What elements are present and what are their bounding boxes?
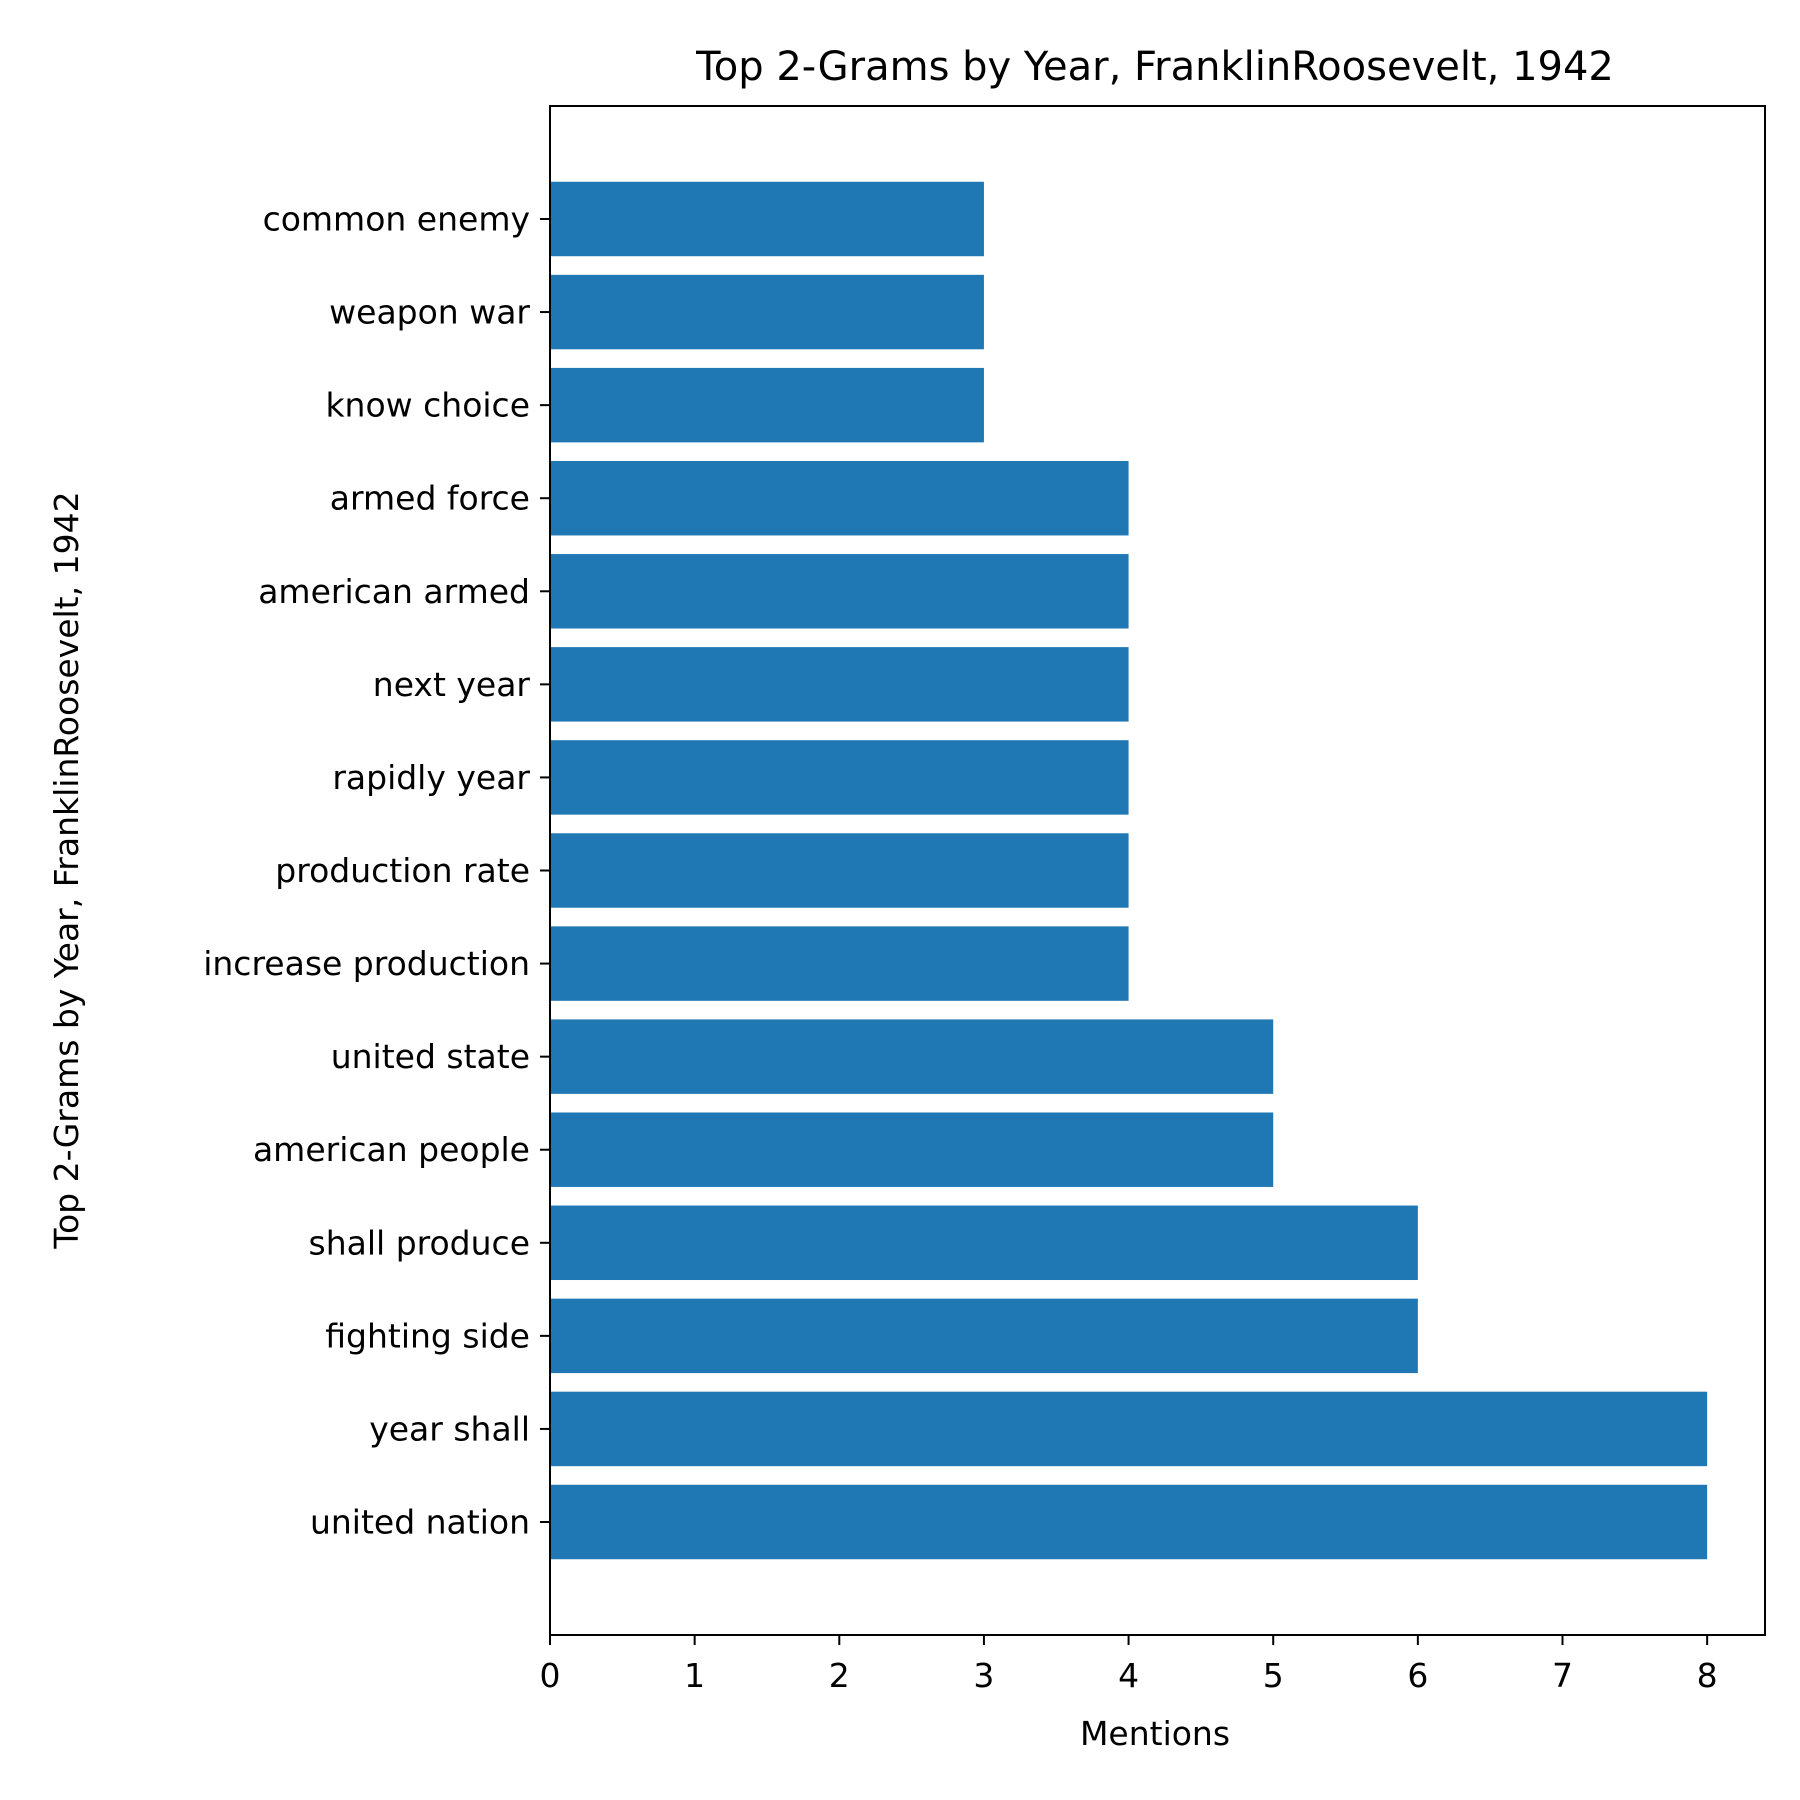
x-tick-label-8: 8 [1697,1656,1718,1695]
x-tick-label-4: 4 [1118,1656,1139,1695]
y-tick-label-next-year: next year [373,665,531,704]
y-axis-label: Top 2-Grams by Year, FranklinRoosevelt, … [47,491,86,1249]
bar-know-choice [550,367,984,443]
bar-rapidly-year [550,740,1129,815]
plot-area-frame [549,105,1766,1636]
y-tick-label-weapon-war: weapon war [329,293,530,332]
y-tick-label-united-state: united state [331,1037,530,1076]
y-tick-label-common-enemy: common enemy [263,199,530,238]
y-tick-label-american-people: american people [253,1130,530,1169]
y-tick-label-armed-force: armed force [330,479,530,518]
bar-production-rate [550,833,1129,908]
y-tick-label-increase-production: increase production [203,944,530,983]
bar-american-people [550,1112,1274,1187]
y-tick-label-year-shall: year shall [369,1409,530,1448]
y-tick-label-fighting-side: fighting side [325,1316,530,1355]
y-tick-label-shall-produce: shall produce [309,1223,530,1262]
bar-american-armed [550,554,1129,629]
chart-title: Top 2-Grams by Year, FranklinRoosevelt, … [695,44,1614,90]
bar-increase-production [550,926,1129,1001]
x-tick-label-0: 0 [540,1656,561,1695]
x-tick-label-1: 1 [684,1656,705,1695]
y-tick-label-rapidly-year: rapidly year [332,758,530,797]
bar-shall-produce [550,1205,1418,1281]
bar-fighting-side [550,1298,1418,1374]
y-tick-label-production-rate: production rate [275,851,530,890]
y-tick-label-american-armed: american armed [258,572,530,611]
x-axis-label: Mentions [1080,1714,1230,1753]
bar-united-state [550,1019,1274,1094]
x-tick-label-7: 7 [1552,1656,1573,1695]
y-axis-ticks: united nation year shall fighting side shal… [203,199,550,1542]
x-tick-label-3: 3 [973,1656,994,1695]
bars-group [550,181,1708,1560]
bar-armed-force [550,460,1129,536]
x-tick-label-6: 6 [1407,1656,1428,1695]
y-tick-label-united-nation: united nation [310,1503,530,1542]
x-axis-ticks: 0 1 2 3 4 5 6 7 8 [540,1635,1718,1695]
bar-next-year [550,647,1129,722]
y-tick-label-know-choice: know choice [325,386,530,425]
x-tick-label-5: 5 [1263,1656,1284,1695]
x-tick-label-2: 2 [829,1656,850,1695]
bar-year-shall [550,1391,1708,1467]
bar-common-enemy [550,181,984,257]
bar-united-nation [550,1484,1708,1560]
bar-weapon-war [550,274,984,350]
